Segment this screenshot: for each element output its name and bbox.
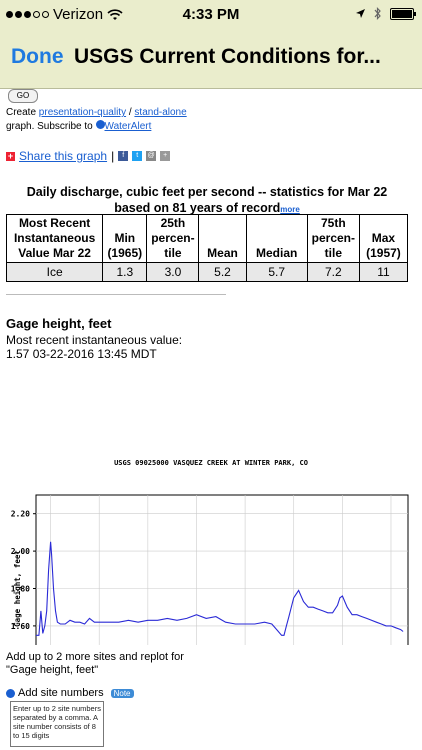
- y-tick-label: 1.60: [11, 622, 30, 631]
- more-link[interactable]: more: [280, 205, 300, 214]
- header-most-recent: Most Recent Instantaneous Value Mar 22: [5, 214, 104, 263]
- wateralert-icon: [95, 120, 105, 129]
- gage-height-series-line: [36, 541, 404, 636]
- statistics-heading: Daily discharge, cubic feet per second -…: [26, 185, 388, 215]
- add-sites-text: Add up to 2 more sites and replot for "G…: [6, 651, 184, 676]
- email-icon[interactable]: @: [146, 151, 157, 161]
- recent-value-text: Most recent instantaneous value: 1.57 03…: [6, 333, 183, 361]
- bluetooth-icon: [374, 7, 381, 20]
- divider: [6, 294, 226, 295]
- facebook-icon[interactable]: f: [118, 151, 129, 161]
- status-bar: Verizon 4:33 PM: [0, 0, 422, 30]
- site-numbers-field[interactable]: Enter up to 2 site numbers separated by …: [10, 701, 104, 747]
- value-most-recent: Ice: [5, 262, 104, 282]
- table-row: Ice 1.3 3.0 5.2 5.7 7.2 11: [5, 262, 409, 282]
- header-median: Median: [245, 214, 308, 263]
- create-graph-text: Create presentation-quality / stand-alon…: [6, 107, 187, 132]
- carrier-label: Verizon: [53, 6, 104, 23]
- location-arrow-icon: [356, 9, 365, 18]
- header-mean: Mean: [198, 214, 247, 263]
- value-max: 11: [358, 262, 409, 282]
- value-mean: 5.2: [198, 262, 247, 282]
- header-max: Max (1957): [358, 214, 409, 263]
- y-tick-label: 2.20: [11, 510, 30, 519]
- add-site-label: Add site numbers: [18, 687, 104, 699]
- share-more-icon[interactable]: +: [160, 151, 171, 161]
- plot-area: [35, 494, 409, 645]
- plus-icon: +: [6, 150, 15, 161]
- table-header-row: Most Recent Instantaneous Value Mar 22 M…: [5, 214, 409, 263]
- wateralert-link[interactable]: WaterAlert: [104, 121, 152, 132]
- note-button[interactable]: Note: [110, 688, 134, 698]
- navigation-bar: Done USGS Current Conditions for...: [0, 30, 422, 89]
- gage-height-title: Gage height, feet: [6, 316, 112, 331]
- recent-value: 1.57 03-22-2016 13:45 MDT: [6, 347, 157, 361]
- stand-alone-link[interactable]: stand-alone: [134, 107, 187, 118]
- gage-height-chart: USGS 09025000 VASQUEZ CREEK AT WINTER PA…: [11, 459, 409, 645]
- value-median: 5.7: [245, 262, 308, 282]
- header-min: Min (1965): [102, 214, 148, 263]
- info-icon: [6, 688, 15, 698]
- chart-title: USGS 09025000 VASQUEZ CREEK AT WINTER PA…: [114, 459, 308, 467]
- y-tick-label: 2.00: [11, 547, 30, 556]
- y-axis-label: Gage height, feet: [13, 550, 22, 627]
- share-graph-link[interactable]: Share this graph: [19, 149, 108, 163]
- battery-icon: [390, 7, 416, 20]
- wifi-icon: [107, 8, 123, 20]
- share-row: + Share this graph | f t @ +: [6, 149, 171, 163]
- value-75th: 7.2: [306, 262, 360, 282]
- page-title: USGS Current Conditions for...: [74, 45, 381, 68]
- value-min: 1.3: [102, 262, 148, 282]
- done-button[interactable]: Done: [11, 45, 64, 68]
- header-75th: 75th percen-tile: [306, 214, 360, 263]
- twitter-icon[interactable]: t: [132, 151, 143, 161]
- value-25th: 3.0: [146, 262, 200, 282]
- go-button[interactable]: GO: [8, 89, 38, 103]
- signal-strength-icon: [6, 11, 49, 18]
- header-25th: 25th percen-tile: [146, 214, 200, 263]
- add-site-numbers-row: Add site numbers Note: [6, 687, 134, 699]
- presentation-quality-link[interactable]: presentation-quality: [38, 107, 127, 118]
- y-tick-label: 1.80: [11, 585, 30, 594]
- carrier-signal: Verizon: [6, 6, 123, 23]
- status-time: 4:33 PM: [182, 6, 240, 23]
- statistics-table: Most Recent Instantaneous Value Mar 22 M…: [5, 214, 409, 282]
